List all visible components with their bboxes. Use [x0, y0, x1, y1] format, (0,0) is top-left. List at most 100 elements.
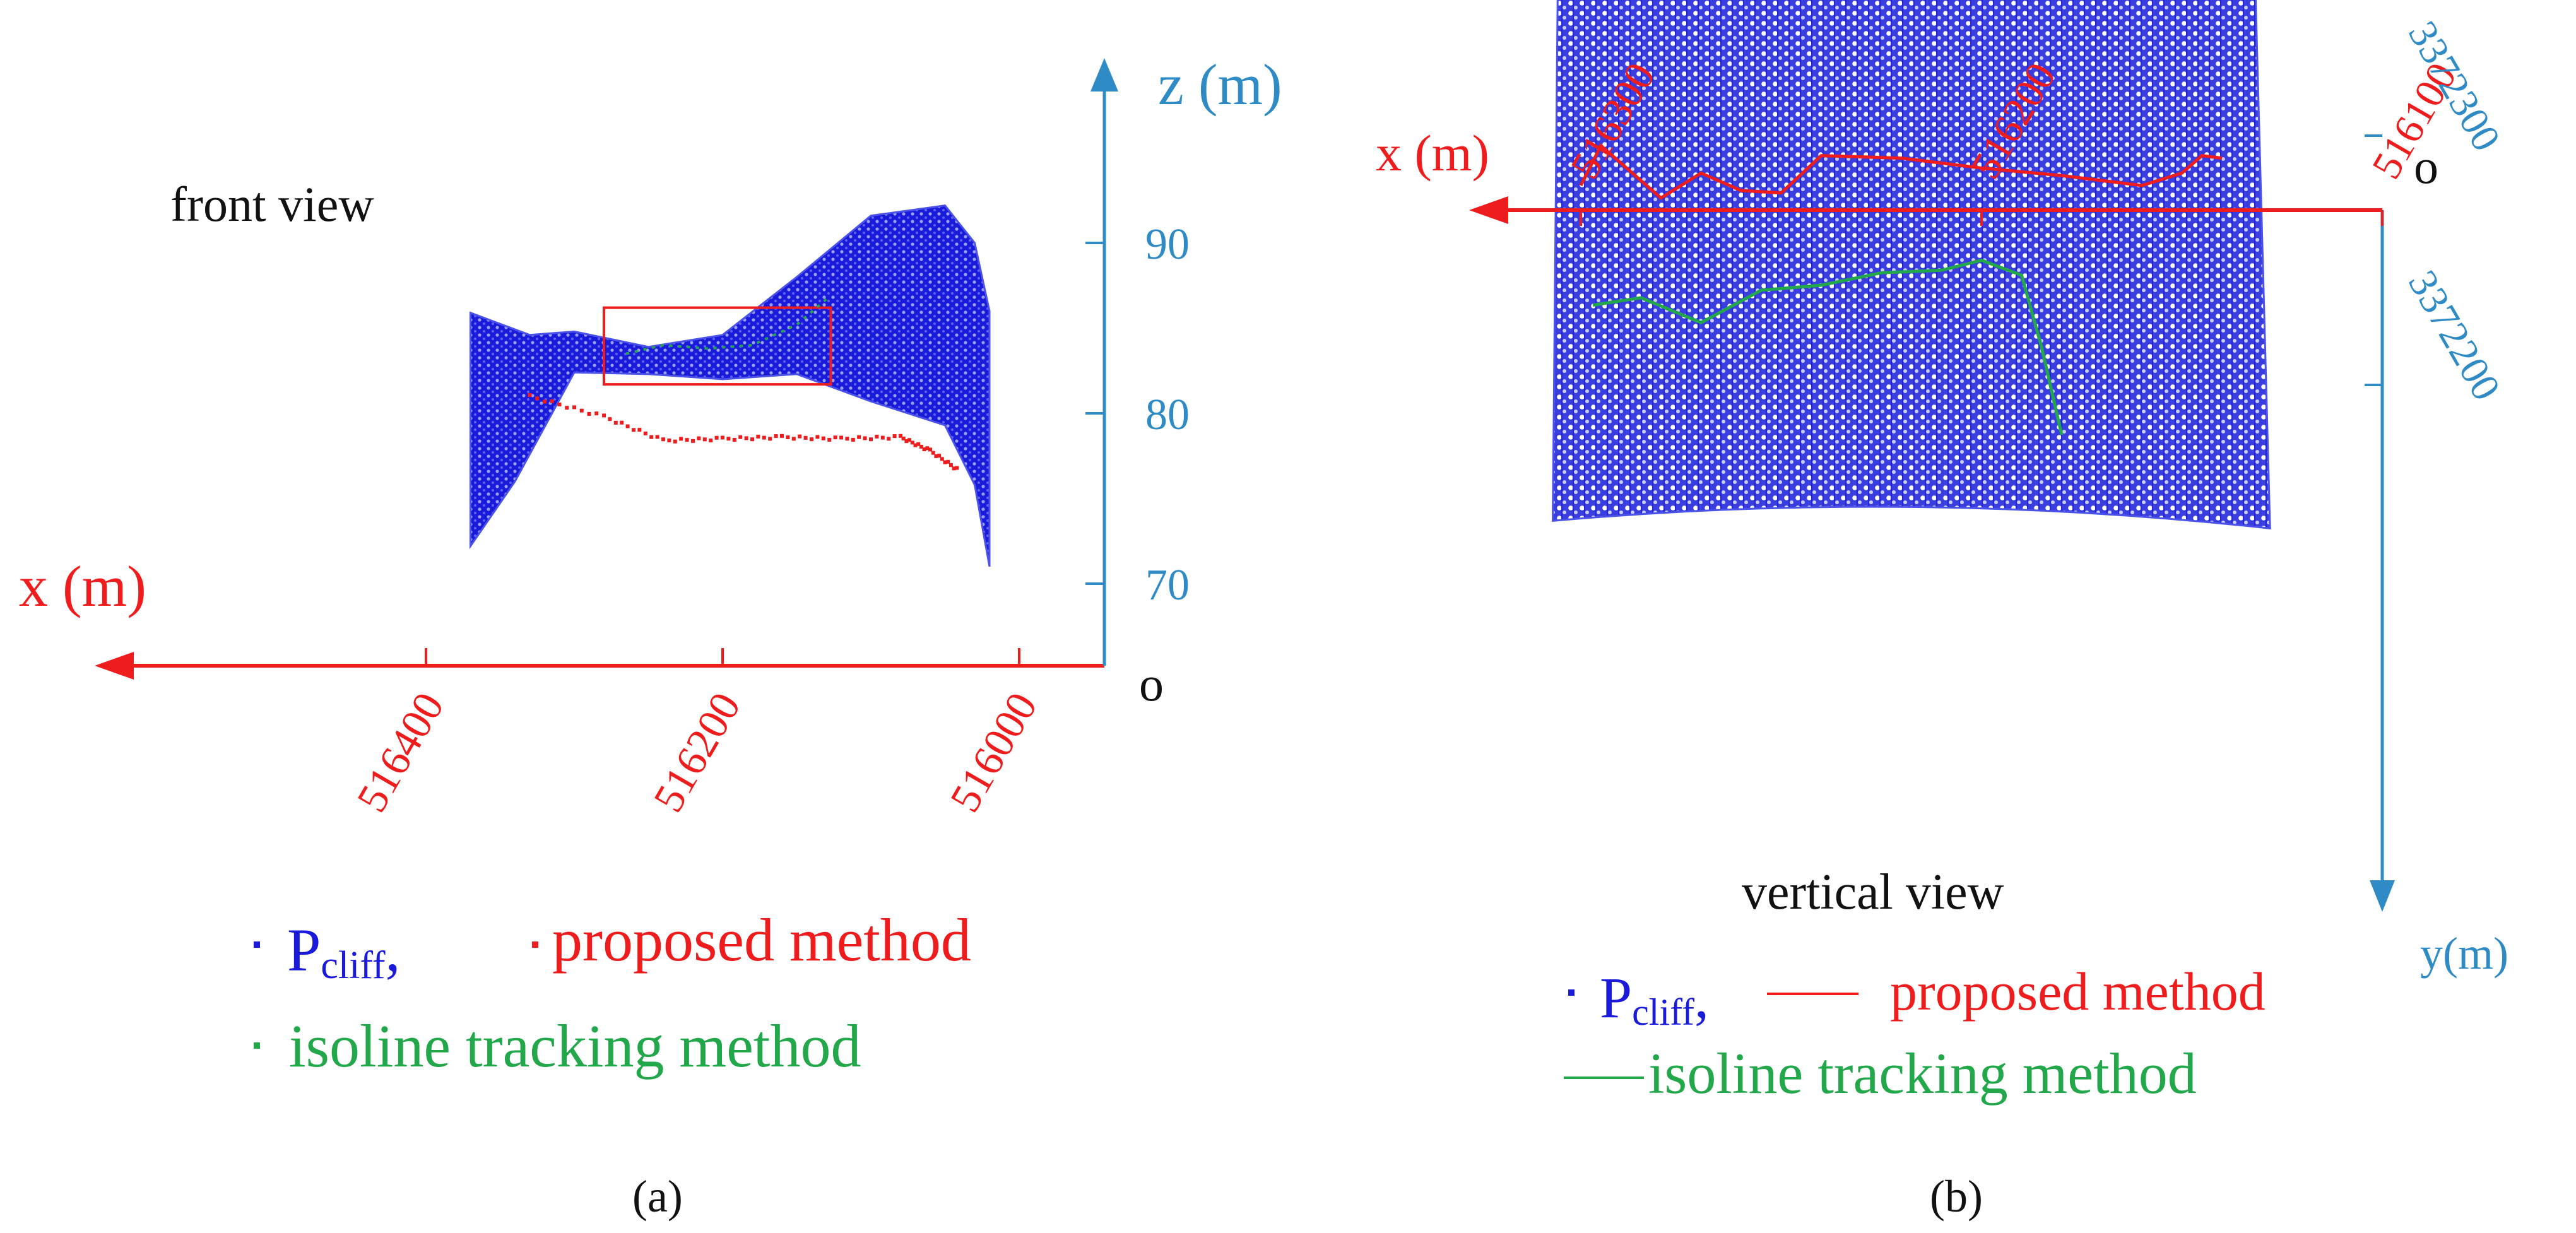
proposed-method-point: [955, 466, 959, 470]
x-tick-label: 516000: [940, 685, 1046, 820]
proposed-method-point: [934, 454, 938, 458]
x-tick-label: 516400: [347, 685, 453, 820]
proposed-method-point: [803, 435, 808, 440]
proposed-method-point: [685, 438, 689, 442]
proposed-method-point: [774, 434, 778, 439]
proposed-method-point: [702, 437, 707, 442]
legend-isoline-marker: [254, 1042, 260, 1049]
proposed-method-point: [620, 420, 624, 425]
z-tick-label: 80: [1145, 391, 1190, 439]
panel-b-label: (b): [1930, 1171, 1983, 1222]
proposed-method-point: [726, 437, 731, 441]
proposed-method-point: [738, 435, 743, 439]
proposed-method-point: [637, 428, 642, 432]
proposed-method-point: [643, 431, 647, 435]
proposed-method-point: [925, 446, 930, 451]
proposed-method-point: [869, 437, 873, 442]
proposed-method-point: [919, 444, 923, 449]
legend-pcliff-marker: [1568, 989, 1575, 996]
proposed-method-point: [587, 411, 591, 416]
panel-a-label: (a): [632, 1171, 683, 1222]
isoline-tracking-line: [1592, 258, 2064, 435]
x-tick-label: 516200: [644, 685, 750, 820]
proposed-method-point: [815, 435, 820, 439]
legend-isoline-label: isoline tracking method: [1648, 1041, 2197, 1106]
proposed-method-point: [528, 393, 532, 397]
proposed-method-point: [613, 420, 618, 425]
proposed-method-point: [667, 438, 671, 442]
z-axis-arrowhead: [1090, 58, 1118, 91]
vertical-view-label: vertical view: [1742, 864, 2004, 920]
proposed-method-point: [922, 447, 926, 452]
x-axis-arrowhead: [95, 652, 134, 680]
highlight-box: [603, 306, 832, 386]
z-tick-label: 70: [1145, 561, 1190, 610]
pcliff-point-cloud: [1552, 0, 2271, 530]
proposed-method-point: [940, 457, 944, 461]
proposed-method-point: [821, 436, 825, 440]
proposed-method-point: [946, 459, 950, 464]
proposed-method-point: [661, 437, 665, 442]
legend-proposed-label: proposed method: [552, 906, 971, 974]
proposed-method-point: [948, 463, 953, 468]
proposed-method-point: [857, 435, 861, 439]
proposed-method-point: [827, 437, 832, 442]
proposed-method-point: [721, 435, 724, 440]
proposed-method-point: [910, 440, 914, 445]
proposed-method-point: [904, 439, 909, 444]
proposed-method-point: [655, 435, 659, 439]
y-axis-label: y(m): [2420, 928, 2508, 979]
proposed-method-point: [916, 442, 921, 446]
proposed-method-point: [943, 460, 947, 464]
x-axis-label: x (m): [1376, 124, 1489, 182]
legend-pcliff: Pcliff,: [1600, 965, 1709, 1033]
legend-proposed-marker: [532, 941, 538, 948]
proposed-method-point: [899, 434, 902, 438]
proposed-method-point: [649, 435, 654, 439]
y-axis-arrowhead: [2370, 880, 2395, 912]
proposed-method-point: [901, 436, 906, 440]
front-view-label: front view: [170, 177, 374, 232]
proposed-method-point: [780, 434, 784, 438]
proposed-method-point: [786, 435, 790, 440]
proposed-method-point: [602, 413, 606, 418]
legend-proposed-label: proposed method: [1890, 961, 2266, 1022]
proposed-method-point: [880, 435, 885, 440]
proposed-method-point: [913, 443, 918, 447]
z-axis-label: z (m): [1158, 52, 1282, 117]
proposed-method-point: [839, 435, 843, 440]
proposed-method-point: [709, 439, 713, 443]
proposed-method-point: [887, 437, 891, 441]
proposed-method-point: [625, 424, 630, 428]
legend-isoline-label: isoline tracking method: [289, 1012, 861, 1080]
proposed-method-point: [572, 405, 576, 410]
proposed-method-point: [732, 437, 736, 442]
legend-pcliff: Pcliff,: [287, 916, 401, 987]
z-tick-label: 90: [1145, 220, 1190, 269]
proposed-method-point: [632, 428, 635, 432]
proposed-method-point: [673, 439, 677, 444]
proposed-method-point: [550, 399, 554, 403]
proposed-method-point: [931, 451, 935, 455]
panel-a-front-view: 516400 516200 516000 90 80 70 front view z (…: [19, 52, 1282, 1222]
y-tick-label: 3372200: [2400, 263, 2509, 408]
proposed-method-point: [697, 436, 701, 440]
proposed-method-point: [928, 447, 932, 452]
proposed-method-point: [594, 411, 599, 416]
proposed-method-point: [608, 417, 612, 422]
proposed-method-point: [535, 396, 540, 401]
proposed-method-point: [952, 466, 956, 471]
x-axis-label: x (m): [19, 554, 146, 618]
proposed-method-point: [679, 437, 683, 441]
proposed-method-point: [714, 435, 719, 440]
proposed-method-point: [892, 434, 897, 439]
proposed-method-point: [557, 402, 562, 406]
proposed-method-point: [791, 437, 796, 441]
proposed-method-point: [863, 436, 867, 440]
proposed-method-point: [907, 438, 912, 442]
proposed-method-point: [750, 437, 754, 442]
proposed-method-point: [810, 437, 813, 442]
pcliff-point-cloud: [470, 204, 991, 567]
proposed-method-point: [691, 439, 695, 443]
